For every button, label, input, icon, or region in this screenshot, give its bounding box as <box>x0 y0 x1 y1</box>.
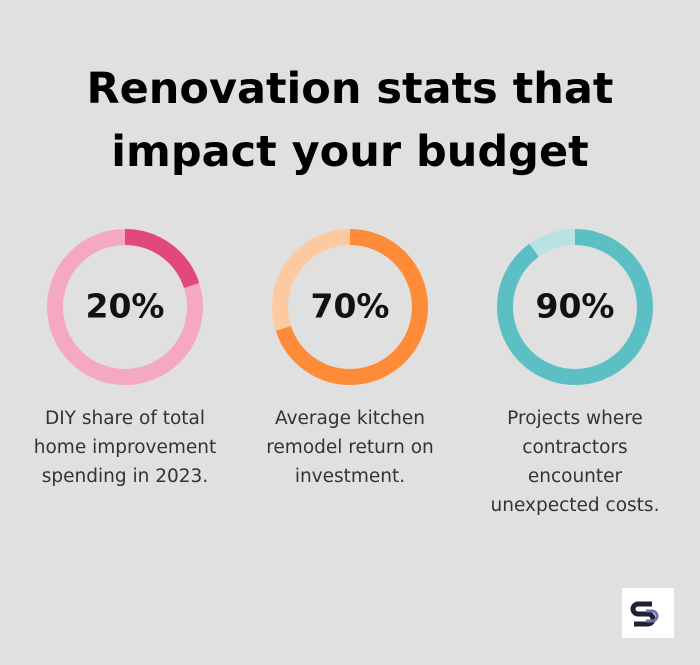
logo <box>622 588 674 638</box>
donut-arc <box>272 229 428 385</box>
caption: Average kitchen remodel return on invest… <box>266 408 434 487</box>
value-label: 20% <box>86 287 165 326</box>
caption: Projects where contractors encounter une… <box>490 408 660 516</box>
donut-arc <box>497 229 653 385</box>
value-label: 70% <box>311 287 390 326</box>
caption: DIY share of total home improvement spen… <box>33 408 217 487</box>
title: Renovation stats that impact your budget <box>86 64 614 177</box>
donut-arc <box>47 229 203 385</box>
value-label: 90% <box>536 287 615 326</box>
